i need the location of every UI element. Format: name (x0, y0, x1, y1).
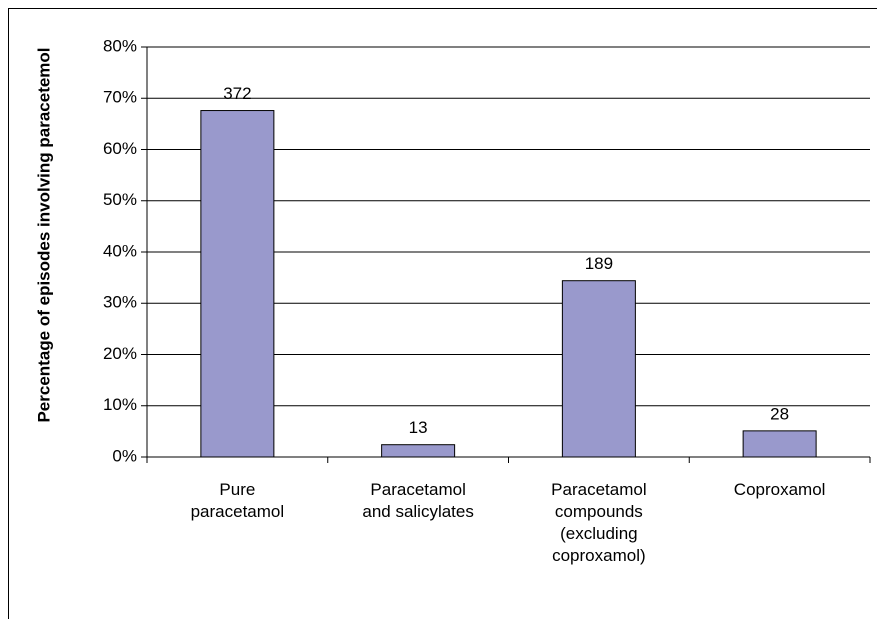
y-tick-label: 60% (103, 139, 137, 158)
bar (561, 280, 636, 458)
y-tick-label: 30% (103, 293, 137, 312)
y-tick-label: 20% (103, 344, 137, 363)
bar (381, 444, 456, 458)
data-label: 189 (585, 254, 613, 273)
y-axis-title: Percentage of episodes involving paracet… (34, 47, 53, 422)
y-tick-label: 40% (103, 241, 137, 260)
x-tick-label: Pure paracetamol (190, 480, 285, 521)
data-label: 28 (770, 404, 789, 423)
x-tick-label: Paracetamol compounds (excluding coproxa… (551, 480, 647, 565)
y-tick-label: 10% (103, 395, 137, 414)
x-tick-label: Paracetamol and salicylates (362, 480, 474, 521)
data-label: 13 (409, 418, 428, 437)
y-tick-label: 0% (112, 446, 137, 465)
bar (200, 110, 275, 458)
frame (8, 8, 877, 619)
data-label: 372 (223, 84, 251, 103)
bar (742, 430, 817, 458)
x-tick-label: Coproxamol (733, 480, 826, 499)
y-tick-label: 70% (103, 88, 137, 107)
y-tick-label: 50% (103, 190, 137, 209)
y-tick-label: 80% (103, 36, 137, 55)
